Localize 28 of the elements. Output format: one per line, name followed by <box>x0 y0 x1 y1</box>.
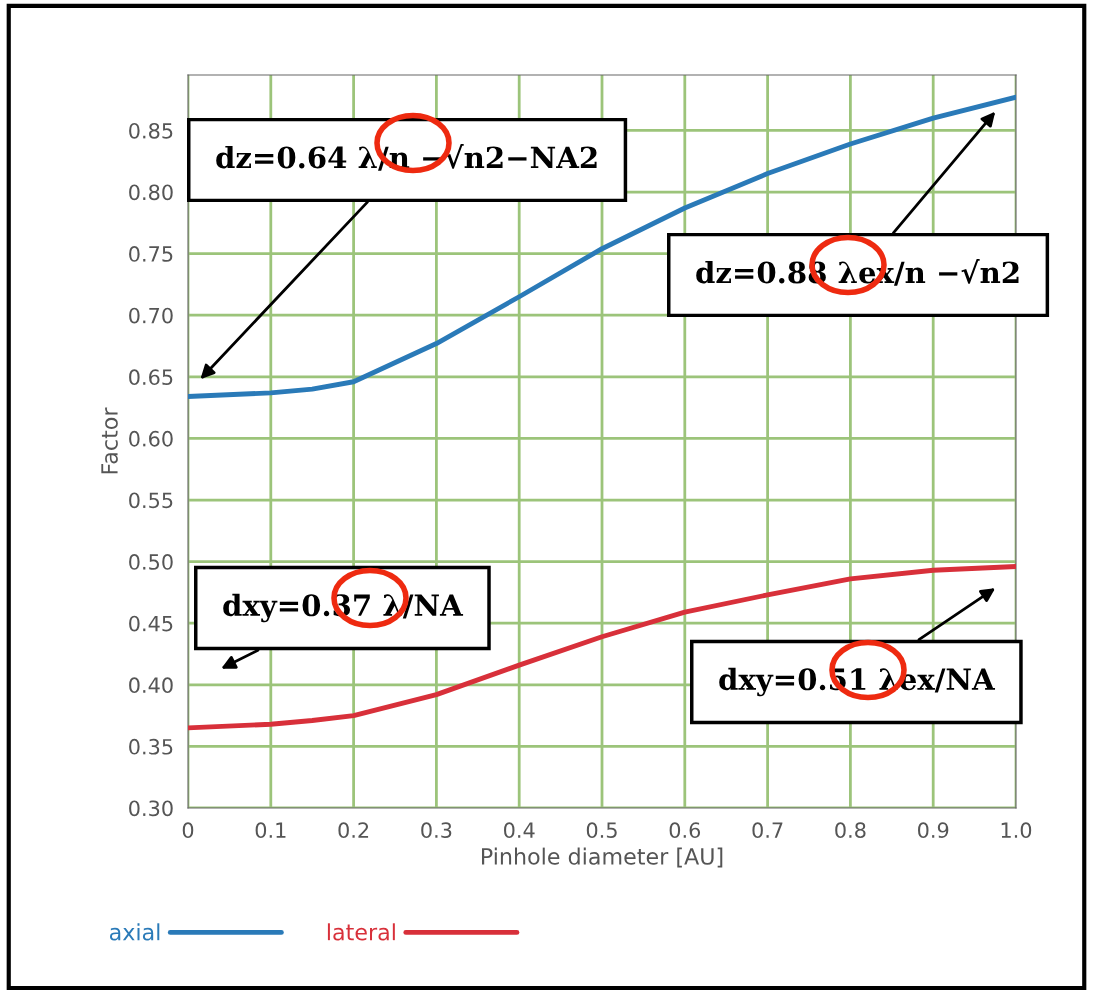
y-tick-label: 0.55 <box>129 492 173 509</box>
x-tick-label: 0.1 <box>255 822 286 839</box>
x-tick-label: 1.0 <box>1001 822 1032 839</box>
x-tick-label: 0.3 <box>421 822 452 839</box>
x-tick-label: 0.9 <box>918 822 949 839</box>
y-tick-label: 0.45 <box>129 615 173 632</box>
y-tick-label: 0.75 <box>129 246 173 262</box>
y-tick-label: 0.35 <box>129 738 173 755</box>
x-tick-label: 0.8 <box>835 822 866 839</box>
y-tick-label: 0.30 <box>129 800 173 817</box>
x-axis-title: Pinhole diameter [AU] <box>482 847 723 868</box>
y-tick-label: 0.65 <box>129 369 173 386</box>
x-tick-label: 0.6 <box>669 822 701 839</box>
text: lateral <box>327 923 395 941</box>
y-tick-label: 0.60 <box>129 430 173 447</box>
x-tick-label: 0.7 <box>752 822 783 839</box>
text: axial <box>109 923 160 941</box>
x-tick-label: 0 <box>182 822 194 839</box>
y-axis-title: Factor <box>101 407 118 474</box>
y-tick-label: 0.80 <box>129 184 173 201</box>
x-tick-label: 0.2 <box>338 822 369 839</box>
y-tick-label: 0.50 <box>129 554 173 570</box>
x-tick-label: 0.4 <box>504 822 535 839</box>
y-tick-label: 0.70 <box>129 307 173 324</box>
x-tick-label: 0.5 <box>586 822 617 839</box>
line-series <box>188 564 1016 731</box>
y-tick-label: 0.85 <box>129 122 173 139</box>
y-tick-label: 0.40 <box>129 677 173 694</box>
